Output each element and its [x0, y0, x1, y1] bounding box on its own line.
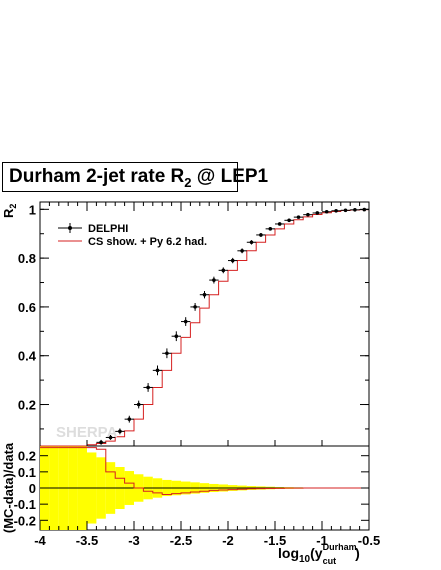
- data-point: [165, 351, 169, 356]
- ratio-ytick-label: 0: [29, 481, 36, 496]
- mc-step-line: [40, 209, 369, 447]
- main-ytick-label: 0.4: [18, 349, 37, 364]
- ratio-ytick-label: 0.1: [18, 465, 36, 480]
- data-point: [240, 249, 244, 253]
- data-point: [287, 218, 291, 223]
- data-point: [324, 209, 329, 214]
- xtick-label: -4: [34, 533, 46, 548]
- data-point: [99, 440, 103, 445]
- legend: DELPHI CS show. + Py 6.2 had.: [58, 223, 207, 248]
- data-point: [296, 215, 301, 219]
- main-ytick-label: 0.2: [18, 398, 36, 413]
- xtick-label: -2.5: [170, 533, 192, 548]
- main-ytick-label: 0.8: [18, 251, 36, 266]
- data-point: [306, 212, 310, 217]
- legend-mc-label: CS show. + Py 6.2 had.: [88, 236, 207, 248]
- data-point: [183, 319, 188, 324]
- data-point: [174, 334, 179, 339]
- data-point: [343, 208, 348, 213]
- ratio-xlabel: log10(yDurham cut): [278, 542, 360, 566]
- data-point: [268, 227, 273, 231]
- data-point: [212, 278, 216, 282]
- ratio-ytick-label: -0.1: [14, 497, 36, 512]
- chart-title-box: Durham 2-jet rate R2 @ LEP1: [2, 162, 268, 192]
- xtick-label: -2: [222, 533, 234, 548]
- data-point: [155, 368, 160, 373]
- sherpa-watermark: SHERPA: [56, 424, 118, 441]
- data-point: [193, 305, 197, 309]
- legend-data-label: DELPHI: [88, 223, 128, 235]
- data-point: [249, 240, 254, 245]
- data-point: [334, 208, 338, 213]
- data-point: [108, 435, 113, 440]
- data-point: [136, 402, 141, 407]
- data-point: [259, 233, 263, 237]
- xtick-label: -3.5: [76, 533, 98, 548]
- data-point: [353, 208, 357, 212]
- main-ytick-label: 0.6: [18, 300, 36, 315]
- data-point: [202, 292, 207, 297]
- data-point: [230, 258, 235, 263]
- ratio-ytick-label: 0.2: [18, 449, 36, 464]
- data-point: [127, 417, 132, 421]
- xtick-label: -1: [316, 533, 328, 548]
- main-ytick-label: 1: [29, 202, 36, 217]
- axis-ticks: 0.20.40.60.81-0.2-0.100.10.2-4 -3.5 -3 -2.5…: [14, 202, 380, 548]
- chart-title: Durham 2-jet rate R2 @ LEP1: [9, 166, 269, 190]
- data-point: [221, 268, 226, 273]
- ratio-series: [40, 447, 369, 495]
- data-point: [277, 222, 282, 226]
- xtick-label: -1.5: [264, 533, 286, 548]
- xtick-label: -3: [128, 533, 140, 548]
- data-point: [315, 211, 320, 215]
- ratio-mc-step: [40, 447, 369, 495]
- ratio-ytick-label: -0.2: [14, 513, 36, 528]
- legend-data-marker-dot: [68, 226, 72, 230]
- data-point: [146, 385, 150, 390]
- xtick-label: -0.5: [358, 533, 380, 548]
- main-ylabel: R2: [1, 204, 18, 218]
- data-point: [118, 429, 122, 434]
- ratio-ylabel: (MC-data)/data: [1, 442, 16, 533]
- main-series: [40, 207, 369, 447]
